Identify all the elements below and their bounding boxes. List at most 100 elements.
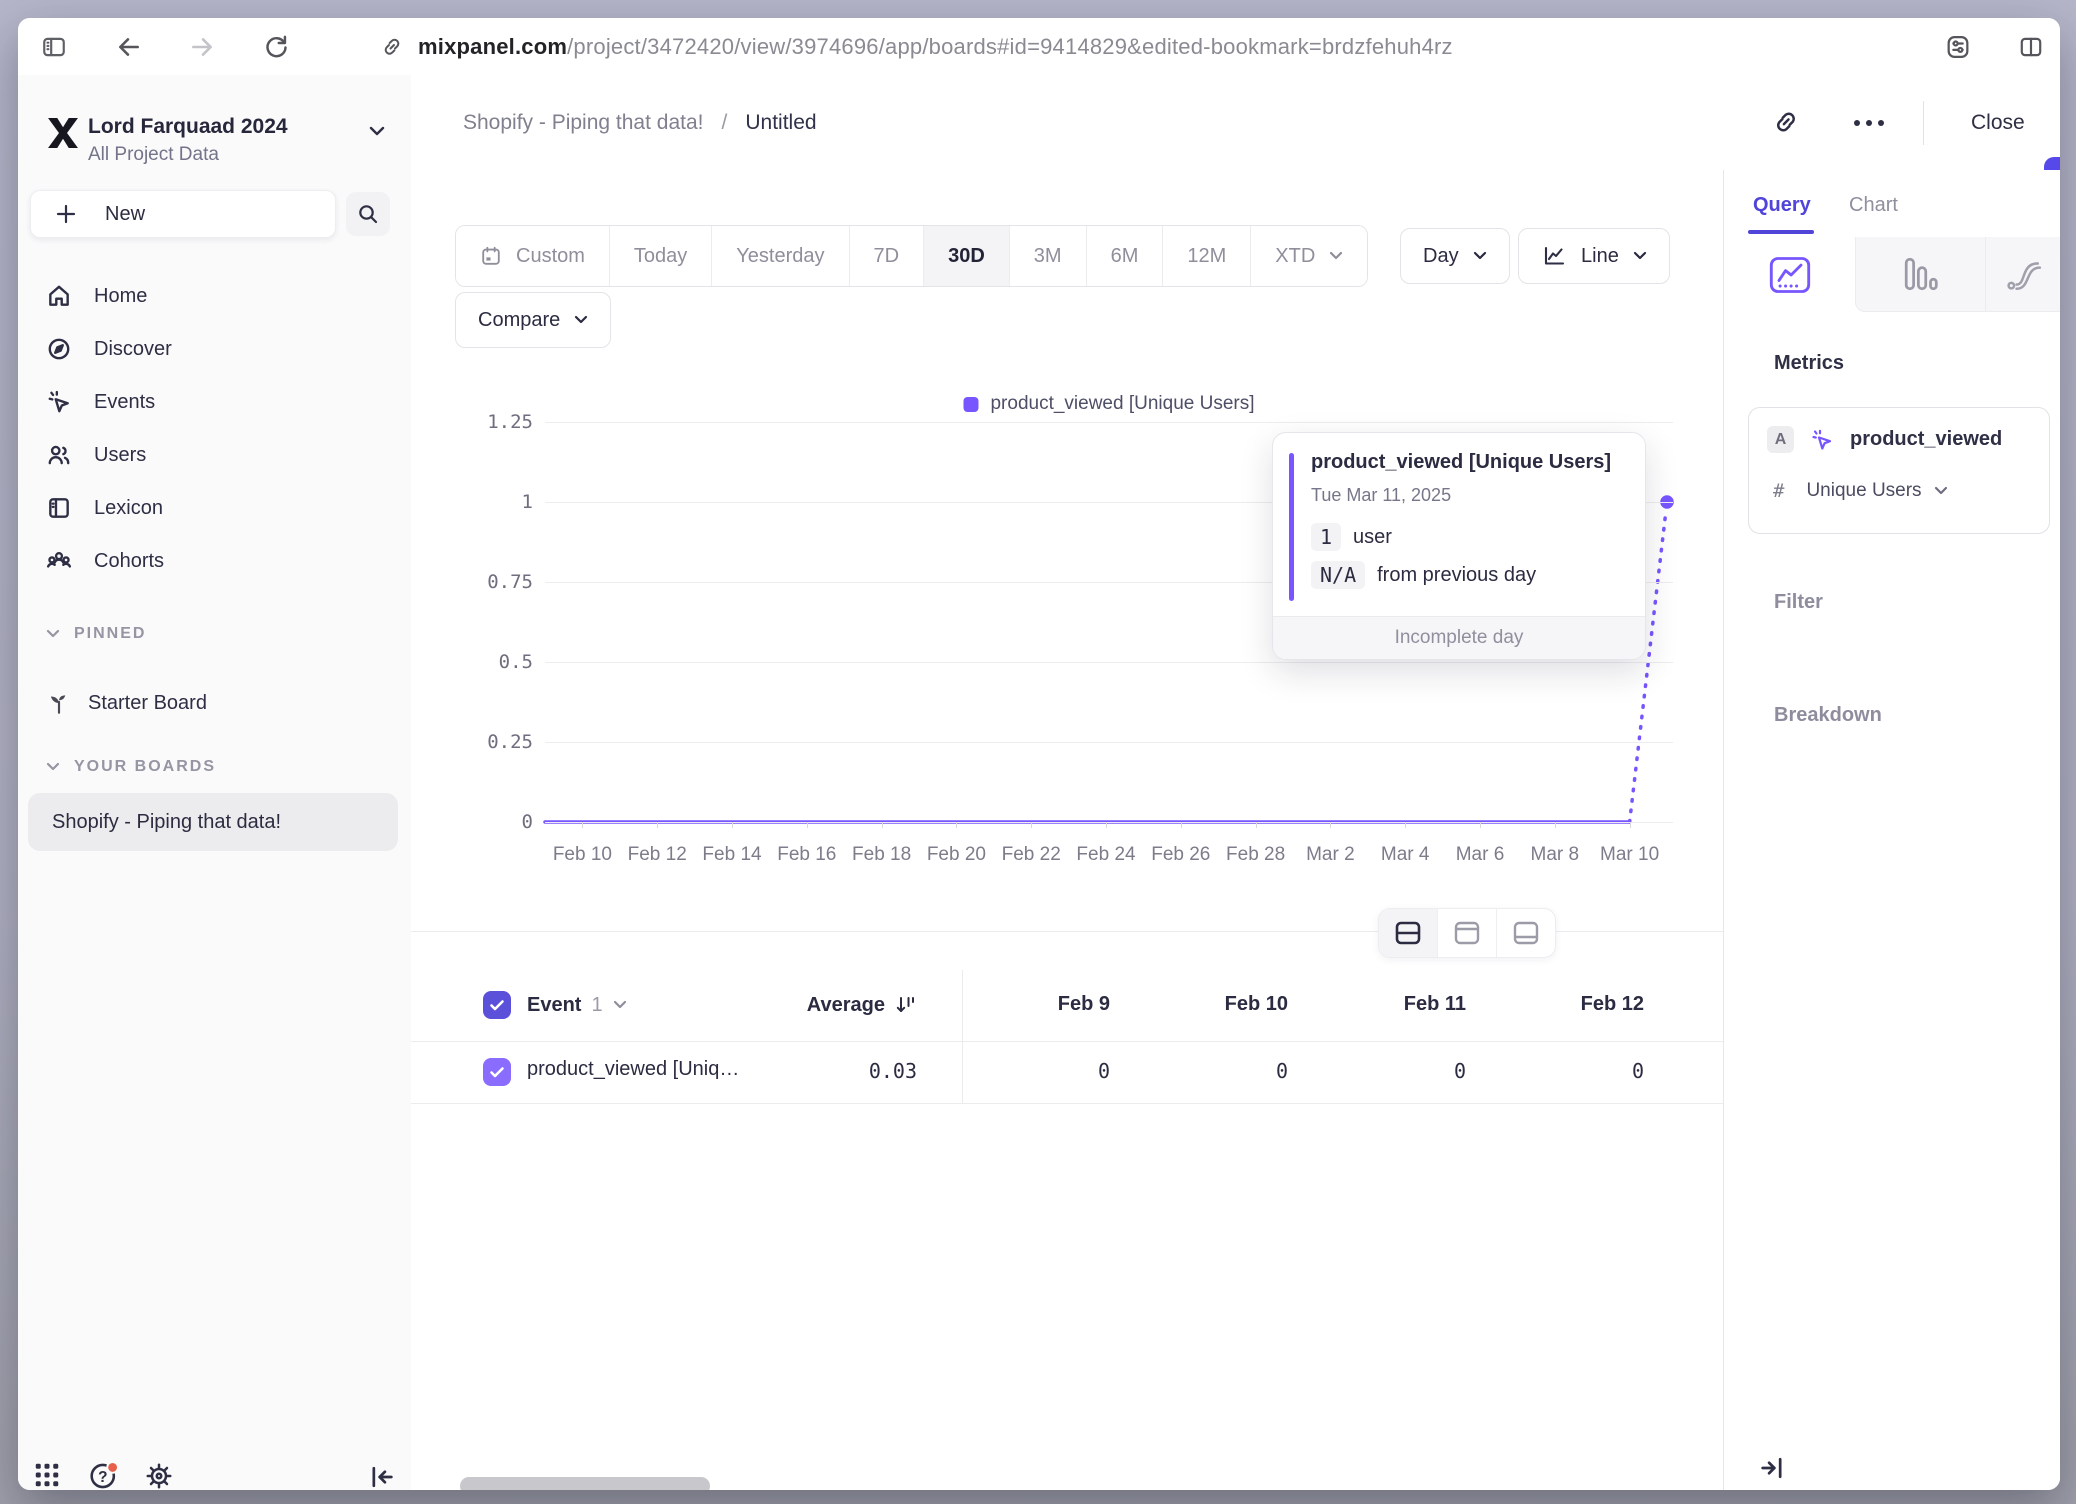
- pinned-section-header[interactable]: PINNED: [46, 625, 146, 643]
- browser-split-view-icon[interactable]: [2013, 30, 2049, 64]
- expand-panel-icon[interactable]: [1758, 1454, 1786, 1482]
- x-axis-tick: Feb 10: [552, 844, 612, 865]
- close-button[interactable]: Close: [1947, 75, 2049, 170]
- range-custom[interactable]: Custom: [456, 226, 610, 286]
- sidebar-item-lexicon[interactable]: Lexicon: [46, 486, 163, 530]
- plot-area[interactable]: [543, 422, 1678, 824]
- search-button[interactable]: [346, 192, 390, 236]
- chart-type-dropdown[interactable]: Line: [1518, 228, 1670, 284]
- row-average-value: 0.03: [868, 1059, 917, 1083]
- range-12m[interactable]: 12M: [1163, 226, 1252, 286]
- gridline: [545, 662, 1673, 663]
- chevron-down-icon: [1473, 251, 1486, 260]
- gear-icon[interactable]: [144, 1461, 174, 1490]
- tab-query[interactable]: Query: [1753, 194, 1811, 216]
- date-column-header[interactable]: Feb 10: [1224, 993, 1288, 1015]
- browser-extension-icon[interactable]: [1940, 30, 1976, 64]
- sprout-icon: [50, 695, 66, 714]
- viz-tab-flows[interactable]: [1985, 237, 2060, 312]
- more-options-icon[interactable]: [1849, 117, 1889, 129]
- layout-table-toggle[interactable]: [1497, 909, 1555, 957]
- x-axis-tick: Feb 28: [1226, 844, 1286, 865]
- new-button[interactable]: New: [30, 190, 336, 238]
- tooltip-unit: user: [1353, 525, 1392, 548]
- report-canvas: Custom Today Yesterday 7D 30D 3M 6M 12M …: [411, 170, 1723, 1490]
- board-label: Shopify - Piping that data!: [52, 810, 282, 833]
- metric-card[interactable]: A product_viewed # Unique Users: [1748, 407, 2050, 534]
- range-7d[interactable]: 7D: [849, 226, 925, 286]
- x-axis-tick: Mar 4: [1380, 844, 1430, 865]
- row-value: 0: [1275, 1059, 1288, 1083]
- collapse-sidebar-icon[interactable]: [368, 1463, 396, 1490]
- browser-sidebar-icon[interactable]: [36, 30, 72, 64]
- sidebar-item-users[interactable]: Users: [46, 433, 146, 477]
- x-axis-tick: Feb 14: [702, 844, 762, 865]
- chevron-down-icon[interactable]: [613, 1000, 627, 1010]
- event-column-header[interactable]: Event: [527, 993, 582, 1016]
- sidebar-item-board-shopify[interactable]: Shopify - Piping that data!: [28, 793, 398, 851]
- breadcrumb-separator: /: [721, 110, 728, 134]
- chevron-down-icon: [46, 629, 60, 638]
- range-6m[interactable]: 6M: [1086, 226, 1164, 286]
- y-axis-tick: 0: [521, 811, 533, 833]
- breadcrumb-page[interactable]: Untitled: [745, 110, 817, 134]
- url-bar[interactable]: mixpanel.com/project/3472420/view/397469…: [380, 18, 1453, 75]
- header-divider: [1923, 101, 1924, 145]
- sidebar-item-home[interactable]: Home: [46, 274, 147, 318]
- forward-icon[interactable]: [184, 30, 220, 64]
- chevron-down-icon: [46, 762, 60, 771]
- range-yesterday[interactable]: Yesterday: [712, 226, 850, 286]
- x-axis-tick: Mar 10: [1600, 844, 1660, 865]
- average-column-header[interactable]: Average: [806, 993, 885, 1016]
- row-checkbox[interactable]: [483, 1058, 511, 1086]
- project-name[interactable]: Lord Farquaad 2024: [88, 115, 288, 138]
- x-axis-tick: Mar 6: [1455, 844, 1505, 865]
- row-event-name: product_viewed [Uniq…: [527, 1058, 740, 1080]
- viz-tab-insights[interactable]: [1724, 237, 1855, 312]
- query-panel: Query Chart: [1723, 170, 2060, 1490]
- range-today[interactable]: Today: [609, 226, 713, 286]
- granularity-dropdown[interactable]: Day: [1400, 228, 1510, 284]
- horizontal-scrollbar[interactable]: [460, 1477, 710, 1490]
- back-icon[interactable]: [111, 30, 147, 64]
- sidebar-item-discover[interactable]: Discover: [46, 327, 172, 371]
- active-tab-underline: [1748, 230, 1814, 234]
- copy-link-icon[interactable]: [1771, 107, 1801, 137]
- aggregation-dropdown[interactable]: Unique Users: [1806, 480, 1947, 502]
- compare-dropdown[interactable]: Compare: [455, 292, 612, 348]
- apps-grid-icon[interactable]: [32, 1460, 62, 1490]
- axis-tickmark: [1480, 822, 1481, 828]
- gridline: [545, 742, 1673, 743]
- table-row[interactable]: product_viewed [Uniq… 0.03 0 0 0 0: [411, 1041, 1723, 1104]
- sort-icon[interactable]: [895, 994, 917, 1016]
- date-column-header[interactable]: Feb 9: [1057, 993, 1110, 1015]
- breadcrumb: Shopify - Piping that data! / Untitled: [463, 75, 817, 170]
- browser-toolbar: mixpanel.com/project/3472420/view/397469…: [18, 18, 2060, 76]
- browser-window: mixpanel.com/project/3472420/view/397469…: [18, 18, 2060, 1490]
- layout-chart-toggle[interactable]: [1438, 909, 1497, 957]
- viz-tab-bars[interactable]: [1855, 237, 1985, 312]
- layout-split-toggle[interactable]: [1379, 909, 1438, 957]
- sidebar-item-starter-board[interactable]: Starter Board: [46, 681, 207, 725]
- tooltip-footer: Incomplete day: [1273, 616, 1645, 659]
- help-icon[interactable]: ?: [88, 1460, 120, 1490]
- range-30d[interactable]: 30D: [924, 226, 1010, 286]
- range-3m[interactable]: 3M: [1009, 226, 1087, 286]
- date-column-header[interactable]: Feb 12: [1580, 993, 1644, 1015]
- your-boards-section-header[interactable]: YOUR BOARDS: [46, 758, 216, 776]
- project-chevron-icon[interactable]: [368, 125, 386, 137]
- chart-legend[interactable]: product_viewed [Unique Users]: [963, 393, 1255, 415]
- sidebar-item-events[interactable]: Events: [46, 380, 155, 424]
- section-divider: [411, 931, 1723, 932]
- chevron-down-icon: [1633, 251, 1646, 260]
- tooltip-change-text: from previous day: [1377, 563, 1537, 586]
- reload-icon[interactable]: [258, 30, 294, 64]
- select-all-checkbox[interactable]: [483, 991, 511, 1019]
- url-host: mixpanel.com: [418, 33, 568, 59]
- breadcrumb-board[interactable]: Shopify - Piping that data!: [463, 110, 704, 134]
- date-column-header[interactable]: Feb 11: [1403, 993, 1466, 1015]
- sidebar-item-cohorts[interactable]: Cohorts: [46, 539, 164, 583]
- tab-chart[interactable]: Chart: [1849, 194, 1898, 216]
- axis-tickmark: [1255, 822, 1257, 828]
- range-xtd[interactable]: XTD: [1251, 226, 1368, 286]
